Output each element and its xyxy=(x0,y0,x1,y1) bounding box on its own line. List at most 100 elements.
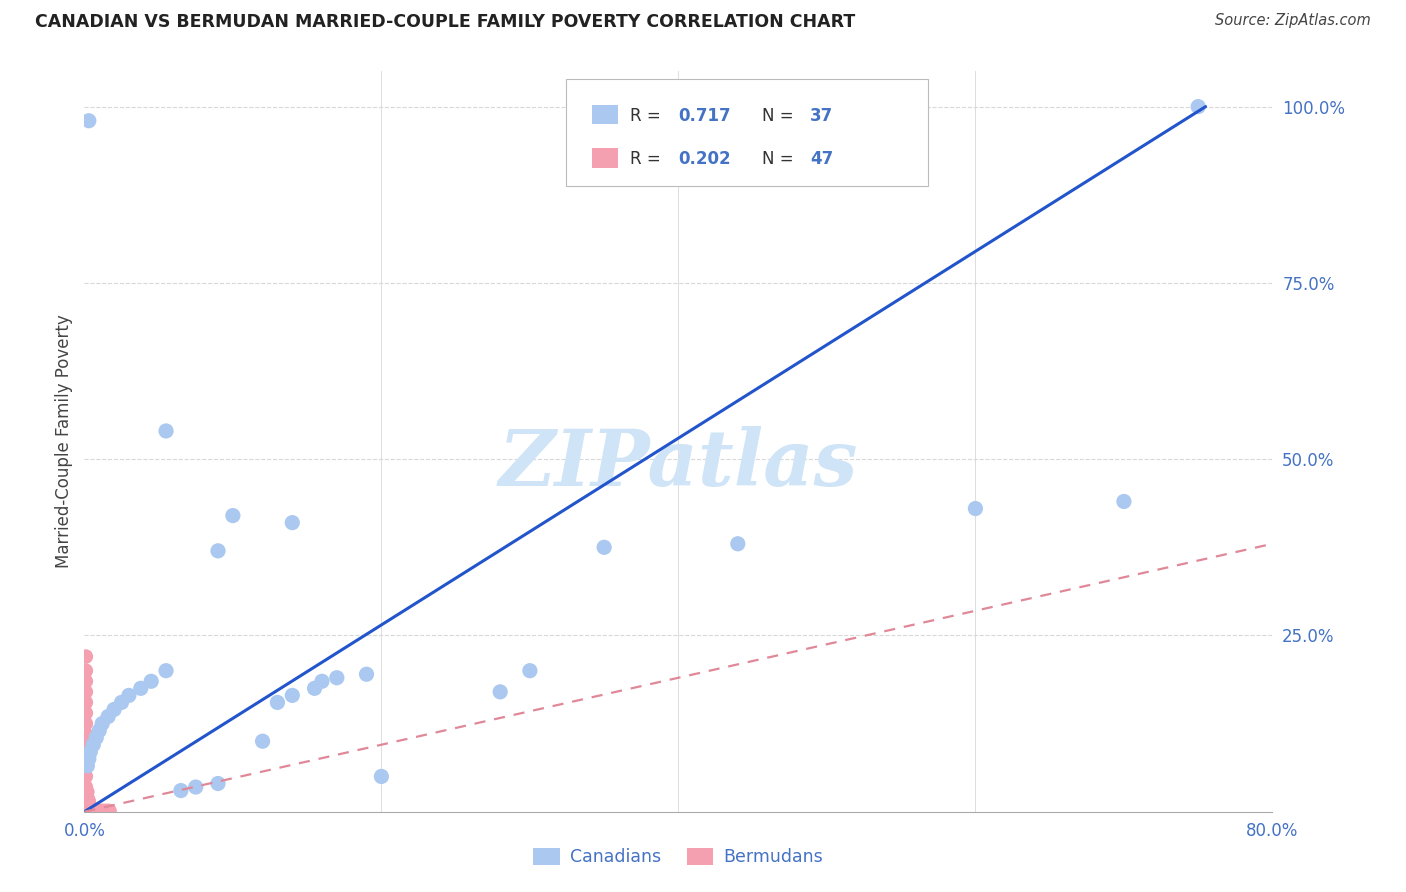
Text: 47: 47 xyxy=(810,150,834,168)
Point xyxy=(75,685,97,699)
Point xyxy=(75,804,97,818)
Text: N =: N = xyxy=(762,107,799,125)
Legend: Canadians, Bermudans: Canadians, Bermudans xyxy=(526,841,831,873)
Y-axis label: Married-Couple Family Poverty: Married-Couple Family Poverty xyxy=(55,315,73,568)
Text: 37: 37 xyxy=(810,107,834,125)
Point xyxy=(76,785,98,799)
FancyBboxPatch shape xyxy=(565,78,928,186)
Point xyxy=(94,804,117,818)
Point xyxy=(326,671,349,685)
Point xyxy=(77,794,100,808)
Point xyxy=(98,804,121,818)
Point xyxy=(75,748,97,763)
Point xyxy=(184,780,207,794)
Point xyxy=(75,664,97,678)
Point xyxy=(593,541,616,555)
Point xyxy=(965,501,987,516)
Point xyxy=(75,695,97,709)
Point xyxy=(75,804,97,818)
Point xyxy=(77,752,100,766)
Point xyxy=(356,667,378,681)
Point xyxy=(519,664,541,678)
Point xyxy=(370,769,392,783)
Point xyxy=(1187,100,1209,114)
Point xyxy=(96,804,118,818)
Point xyxy=(91,716,114,731)
Point xyxy=(91,804,114,818)
Point xyxy=(90,804,112,818)
Point xyxy=(76,790,98,805)
Point xyxy=(75,804,97,818)
Point xyxy=(75,738,97,752)
Point xyxy=(75,804,97,818)
Point xyxy=(170,783,193,797)
Point xyxy=(75,804,97,818)
Point xyxy=(129,681,152,696)
Point xyxy=(82,738,104,752)
Point xyxy=(75,780,97,794)
Point xyxy=(79,799,101,814)
Point xyxy=(281,516,304,530)
Point xyxy=(84,804,107,818)
Point xyxy=(75,804,97,818)
Text: 0.202: 0.202 xyxy=(679,150,731,168)
Point xyxy=(75,804,97,818)
Text: N =: N = xyxy=(762,150,799,168)
Text: CANADIAN VS BERMUDAN MARRIED-COUPLE FAMILY POVERTY CORRELATION CHART: CANADIAN VS BERMUDAN MARRIED-COUPLE FAMI… xyxy=(35,13,855,31)
Point xyxy=(155,664,177,678)
Point xyxy=(97,804,120,818)
Point xyxy=(75,804,97,818)
Point xyxy=(75,716,97,731)
Point xyxy=(75,769,97,783)
Point xyxy=(75,804,97,818)
Point xyxy=(252,734,274,748)
Point xyxy=(89,804,111,818)
Text: ZIPatlas: ZIPatlas xyxy=(499,425,858,502)
Point xyxy=(141,674,163,689)
Point xyxy=(155,424,177,438)
Text: R =: R = xyxy=(630,107,665,125)
Point xyxy=(118,689,141,703)
Point xyxy=(207,776,229,790)
Point xyxy=(75,804,97,818)
Point xyxy=(97,709,120,723)
Text: Source: ZipAtlas.com: Source: ZipAtlas.com xyxy=(1215,13,1371,29)
Point xyxy=(304,681,326,696)
Point xyxy=(75,804,97,818)
Point xyxy=(77,797,100,812)
Bar xyxy=(592,148,617,168)
Point xyxy=(489,685,512,699)
Point xyxy=(89,723,111,738)
Point xyxy=(75,804,97,818)
Bar xyxy=(592,105,617,125)
Point xyxy=(83,804,105,818)
Point xyxy=(82,803,104,817)
Point xyxy=(93,804,115,818)
Point xyxy=(84,731,107,745)
Point xyxy=(77,113,100,128)
Point xyxy=(266,695,288,709)
Point xyxy=(103,702,125,716)
Point xyxy=(727,537,749,551)
Point xyxy=(1112,494,1135,508)
Point xyxy=(75,674,97,689)
Point xyxy=(75,804,97,818)
Text: R =: R = xyxy=(630,150,665,168)
Point xyxy=(75,759,97,773)
Point xyxy=(75,804,97,818)
Point xyxy=(281,689,304,703)
Point xyxy=(80,803,103,817)
Point xyxy=(76,759,98,773)
Point xyxy=(311,674,333,689)
Point xyxy=(222,508,245,523)
Point xyxy=(79,801,101,815)
Point xyxy=(75,804,97,818)
Point xyxy=(75,649,97,664)
Point xyxy=(75,727,97,741)
Point xyxy=(110,695,132,709)
Point xyxy=(75,706,97,720)
Point xyxy=(87,804,110,818)
Point xyxy=(207,544,229,558)
Text: 0.717: 0.717 xyxy=(679,107,731,125)
Point xyxy=(79,745,101,759)
